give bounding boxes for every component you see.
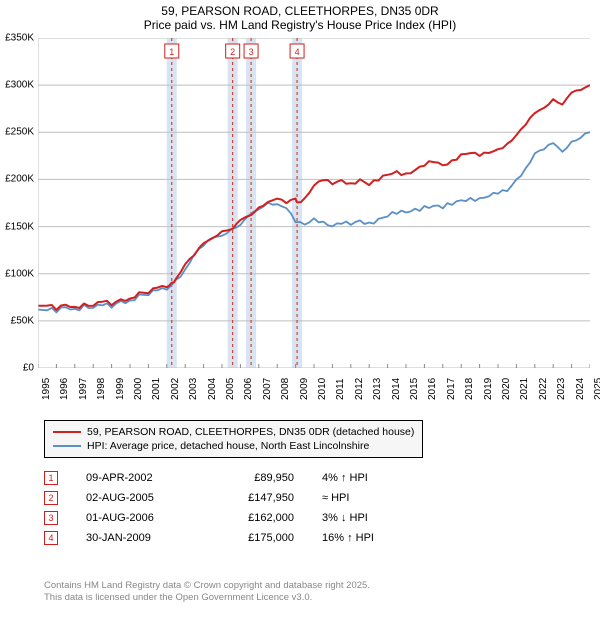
y-tick-label: £200K bbox=[5, 174, 34, 185]
x-tick-label: 2022 bbox=[538, 378, 549, 400]
svg-text:1: 1 bbox=[169, 47, 174, 57]
event-hpi: 4% ↑ HPI bbox=[322, 472, 422, 484]
footer: Contains HM Land Registry data © Crown c… bbox=[44, 580, 370, 605]
x-tick-label: 2016 bbox=[427, 378, 438, 400]
event-row: 4 30-JAN-2009 £175,000 16% ↑ HPI bbox=[44, 528, 422, 548]
event-date: 30-JAN-2009 bbox=[86, 532, 186, 544]
x-tick-label: 2011 bbox=[335, 378, 346, 400]
legend-row-series1: 59, PEARSON ROAD, CLEETHORPES, DN35 0DR … bbox=[53, 425, 414, 439]
x-tick-label: 2004 bbox=[207, 378, 218, 400]
y-tick-label: £350K bbox=[5, 33, 34, 44]
x-tick-label: 1997 bbox=[78, 378, 89, 400]
legend: 59, PEARSON ROAD, CLEETHORPES, DN35 0DR … bbox=[44, 420, 423, 458]
x-tick-label: 2023 bbox=[556, 378, 567, 400]
legend-swatch-2 bbox=[53, 445, 81, 447]
x-tick-label: 2025 bbox=[593, 378, 600, 400]
title-line-2: Price paid vs. HM Land Registry's House … bbox=[0, 18, 600, 32]
y-tick-label: £0 bbox=[23, 363, 34, 374]
event-marker: 3 bbox=[44, 511, 58, 525]
y-tick-label: £100K bbox=[5, 268, 34, 279]
x-tick-label: 1998 bbox=[96, 378, 107, 400]
plot-svg: 1 2 3 4 bbox=[38, 38, 590, 368]
legend-label-1: 59, PEARSON ROAD, CLEETHORPES, DN35 0DR … bbox=[87, 426, 414, 438]
event-price: £175,000 bbox=[214, 532, 294, 544]
x-tick-label: 2009 bbox=[299, 378, 310, 400]
event-date: 02-AUG-2005 bbox=[86, 492, 186, 504]
footer-line-2: This data is licensed under the Open Gov… bbox=[44, 592, 370, 604]
x-tick-label: 2007 bbox=[262, 378, 273, 400]
x-tick-label: 2003 bbox=[188, 378, 199, 400]
x-tick-label: 2002 bbox=[170, 378, 181, 400]
event-marker: 1 bbox=[44, 471, 58, 485]
event-marker: 2 bbox=[44, 491, 58, 505]
legend-row-series2: HPI: Average price, detached house, Nort… bbox=[53, 439, 414, 453]
legend-label-2: HPI: Average price, detached house, Nort… bbox=[87, 440, 369, 452]
x-tick-label: 2018 bbox=[464, 378, 475, 400]
y-tick-label: £250K bbox=[5, 127, 34, 138]
x-tick-label: 2005 bbox=[225, 378, 236, 400]
title-block: 59, PEARSON ROAD, CLEETHORPES, DN35 0DR … bbox=[0, 0, 600, 32]
event-hpi: 3% ↓ HPI bbox=[322, 512, 422, 524]
legend-swatch-1 bbox=[53, 431, 81, 433]
svg-text:3: 3 bbox=[249, 47, 254, 57]
event-table: 1 09-APR-2002 £89,950 4% ↑ HPI 2 02-AUG-2005 £… bbox=[44, 468, 422, 548]
event-marker: 4 bbox=[44, 531, 58, 545]
y-tick-label: £50K bbox=[11, 315, 34, 326]
x-tick-label: 2024 bbox=[575, 378, 586, 400]
event-price: £162,000 bbox=[214, 512, 294, 524]
x-tick-label: 2001 bbox=[151, 378, 162, 400]
x-tick-label: 2019 bbox=[483, 378, 494, 400]
x-tick-label: 1996 bbox=[59, 378, 70, 400]
svg-text:2: 2 bbox=[230, 47, 235, 57]
x-tick-label: 2012 bbox=[354, 378, 365, 400]
footer-line-1: Contains HM Land Registry data © Crown c… bbox=[44, 580, 370, 592]
x-tick-label: 2020 bbox=[501, 378, 512, 400]
event-row: 1 09-APR-2002 £89,950 4% ↑ HPI bbox=[44, 468, 422, 488]
event-row: 3 01-AUG-2006 £162,000 3% ↓ HPI bbox=[44, 508, 422, 528]
title-line-1: 59, PEARSON ROAD, CLEETHORPES, DN35 0DR bbox=[0, 4, 600, 18]
svg-text:4: 4 bbox=[295, 47, 300, 57]
x-tick-label: 2000 bbox=[133, 378, 144, 400]
chart-area: 1234 £0£50K£100K£150K£200K£250K£300K£350… bbox=[38, 38, 590, 368]
event-hpi: 16% ↑ HPI bbox=[322, 532, 422, 544]
x-tick-label: 2013 bbox=[372, 378, 383, 400]
x-tick-label: 2017 bbox=[446, 378, 457, 400]
x-tick-label: 2015 bbox=[409, 378, 420, 400]
x-tick-label: 2014 bbox=[391, 378, 402, 400]
event-price: £147,950 bbox=[214, 492, 294, 504]
x-tick-label: 2008 bbox=[280, 378, 291, 400]
event-hpi: ≈ HPI bbox=[322, 492, 422, 504]
event-date: 01-AUG-2006 bbox=[86, 512, 186, 524]
x-tick-label: 1995 bbox=[41, 378, 52, 400]
event-date: 09-APR-2002 bbox=[86, 472, 186, 484]
x-tick-label: 1999 bbox=[115, 378, 126, 400]
x-tick-label: 2006 bbox=[243, 378, 254, 400]
event-price: £89,950 bbox=[214, 472, 294, 484]
chart-container: 59, PEARSON ROAD, CLEETHORPES, DN35 0DR … bbox=[0, 0, 600, 620]
event-row: 2 02-AUG-2005 £147,950 ≈ HPI bbox=[44, 488, 422, 508]
x-tick-label: 2010 bbox=[317, 378, 328, 400]
y-tick-label: £300K bbox=[5, 80, 34, 91]
x-tick-label: 2021 bbox=[519, 378, 530, 400]
y-tick-label: £150K bbox=[5, 221, 34, 232]
